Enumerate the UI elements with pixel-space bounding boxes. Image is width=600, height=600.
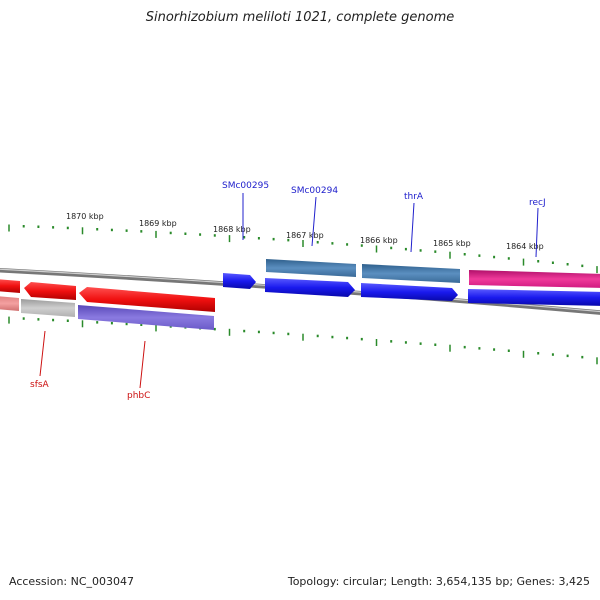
inner-tick-row xyxy=(8,316,598,365)
gene-feature-reverse-2[interactable] xyxy=(24,282,76,300)
gene-label-thra[interactable]: thrA xyxy=(404,192,424,202)
kbp-labels: 1870 kbp 1869 kbp 1868 kbp 1867 kbp 1866… xyxy=(66,212,544,251)
gene-feature-recj[interactable] xyxy=(469,270,600,288)
kbp-label: 1865 kbp xyxy=(433,239,471,248)
gene-label-smc00295[interactable]: SMc00295 xyxy=(222,181,269,191)
reverse-label-leaders xyxy=(39,330,146,389)
kbp-label: 1869 kbp xyxy=(139,219,177,228)
gene-feature-smc00295[interactable] xyxy=(223,273,256,289)
gene-feature-smc00294[interactable] xyxy=(266,259,356,277)
gene-feature-sfsa[interactable] xyxy=(0,296,19,311)
forward-inner-genes xyxy=(223,273,600,306)
kbp-label: 1867 kbp xyxy=(286,231,324,240)
forward-label-leaders xyxy=(242,193,539,258)
forward-gene-labels: SMc00295 SMc00294 thrA recJ xyxy=(222,181,546,208)
gene-label-smc00294[interactable]: SMc00294 xyxy=(291,186,338,196)
gene-label-recj[interactable]: recJ xyxy=(529,198,546,208)
gene-feature-gray[interactable] xyxy=(21,299,75,317)
accession-text: Accession: NC_003047 xyxy=(9,575,135,588)
outer-tick-row xyxy=(8,224,598,274)
gene-feature-thra[interactable] xyxy=(362,264,460,283)
genome-title: Sinorhizobium meliloti 1021, complete ge… xyxy=(145,10,455,25)
gene-feature-reverse-1[interactable] xyxy=(0,279,20,293)
reverse-gene-labels: sfsA phbC xyxy=(30,380,150,401)
gene-label-sfsa[interactable]: sfsA xyxy=(30,380,50,390)
gene-feature-forward-3[interactable] xyxy=(361,283,458,301)
reverse-inner-genes xyxy=(0,279,215,312)
forward-outer-genes xyxy=(266,259,600,288)
gene-feature-forward-4[interactable] xyxy=(468,289,600,306)
kbp-label: 1864 kbp xyxy=(506,242,544,251)
gene-label-phbc[interactable]: phbC xyxy=(127,391,150,401)
gene-feature-forward-2[interactable] xyxy=(265,278,355,297)
gene-feature-reverse-3[interactable] xyxy=(79,287,215,312)
genome-summary-text: Topology: circular; Length: 3,654,135 bp… xyxy=(287,575,590,588)
reverse-outer-genes xyxy=(0,296,214,330)
kbp-label: 1870 kbp xyxy=(66,212,104,221)
kbp-label: 1866 kbp xyxy=(360,236,398,245)
gene-feature-phbc[interactable] xyxy=(78,305,214,330)
kbp-label: 1868 kbp xyxy=(213,225,251,234)
